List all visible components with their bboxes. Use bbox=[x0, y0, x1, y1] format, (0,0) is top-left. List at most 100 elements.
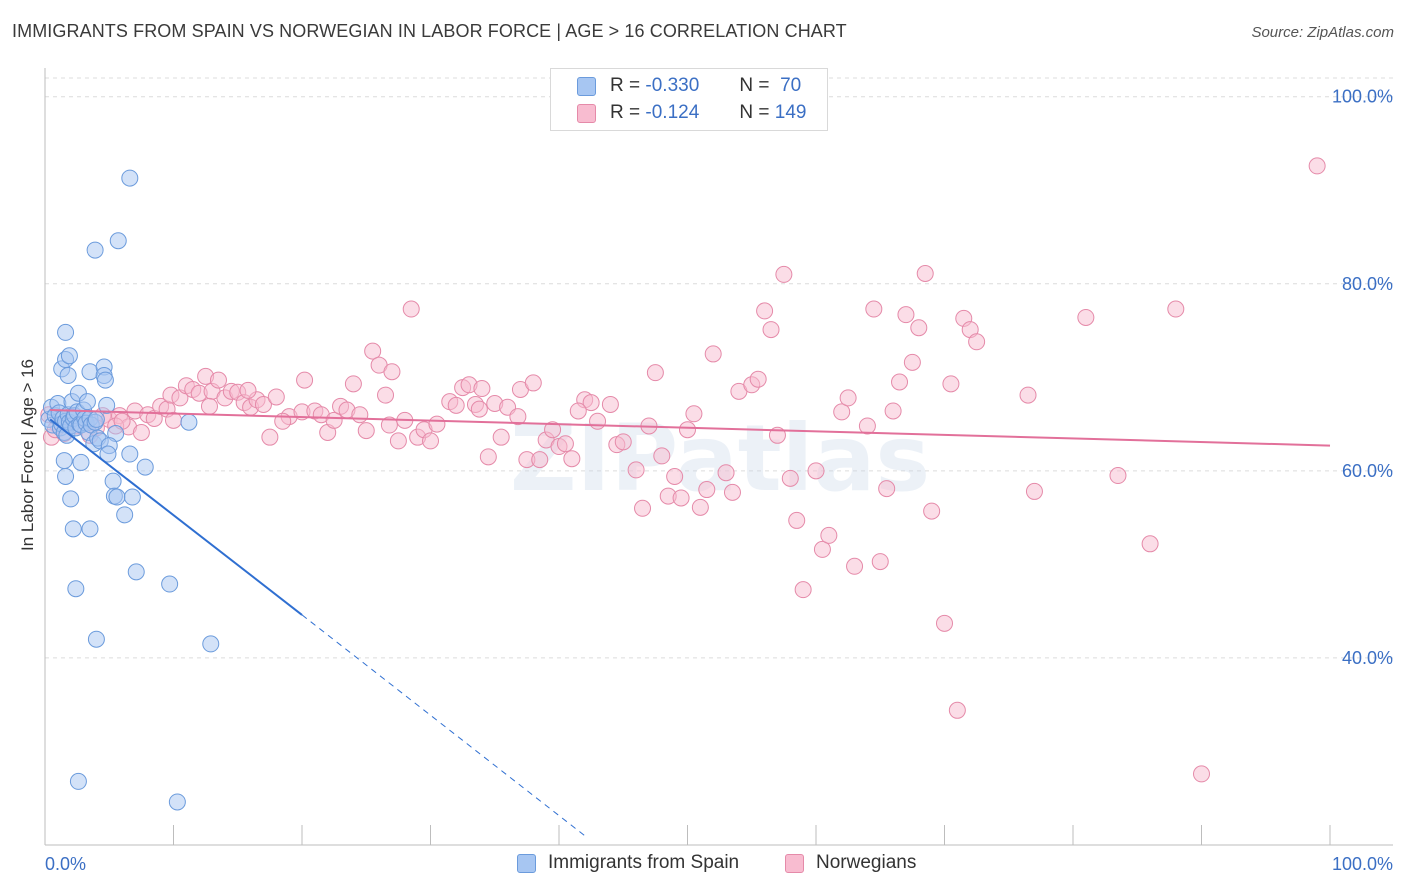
data-point bbox=[470, 400, 488, 418]
data-point bbox=[239, 381, 257, 399]
data-point bbox=[531, 451, 549, 469]
legend-swatch-norwegians bbox=[577, 103, 596, 123]
data-point bbox=[672, 489, 690, 507]
data-point bbox=[62, 490, 80, 508]
legend-swatch-norwegians bbox=[785, 853, 804, 873]
data-point bbox=[936, 614, 953, 632]
data-point bbox=[601, 395, 619, 413]
data-point bbox=[98, 396, 116, 414]
data-point bbox=[96, 371, 114, 389]
data-point bbox=[81, 363, 99, 381]
data-point bbox=[180, 413, 198, 431]
legend-n-label: N = bbox=[739, 102, 770, 123]
data-point bbox=[509, 408, 527, 426]
data-point bbox=[666, 467, 684, 485]
data-point bbox=[132, 424, 150, 442]
data-point bbox=[794, 581, 812, 599]
data-point bbox=[59, 366, 77, 384]
data-point bbox=[67, 580, 85, 598]
data-point bbox=[87, 410, 105, 428]
data-point bbox=[296, 371, 314, 389]
tick-labels: 40.0% 60.0% 80.0% 100.0% 0.0% 100.0% bbox=[45, 87, 1393, 874]
data-point bbox=[634, 499, 652, 517]
data-point bbox=[910, 319, 928, 337]
legend-r-value: -0.124 bbox=[645, 102, 700, 123]
data-point bbox=[691, 498, 709, 516]
chart-source: Source: ZipAtlas.com bbox=[1251, 24, 1394, 41]
data-point bbox=[820, 526, 838, 544]
data-point bbox=[202, 635, 220, 653]
data-point bbox=[948, 701, 966, 719]
legend-n-value: 149 bbox=[774, 102, 807, 123]
data-point bbox=[121, 169, 139, 187]
data-point bbox=[653, 447, 671, 465]
data-point bbox=[846, 557, 864, 575]
y-tick-label: 60.0% bbox=[1342, 461, 1393, 481]
data-point bbox=[582, 394, 600, 412]
data-point bbox=[807, 462, 825, 480]
data-point bbox=[209, 371, 227, 389]
trend-lines bbox=[49, 409, 1331, 837]
data-point bbox=[57, 467, 75, 485]
legend-swatch-spain bbox=[517, 853, 536, 873]
legend-r-label: R = bbox=[610, 75, 641, 96]
data-point bbox=[55, 452, 73, 470]
data-point bbox=[123, 488, 141, 506]
data-point bbox=[428, 415, 446, 433]
data-point bbox=[99, 445, 117, 463]
legend-item-spain[interactable]: Immigrants from Spain bbox=[517, 852, 739, 874]
data-point bbox=[916, 264, 934, 282]
data-point bbox=[1077, 308, 1095, 326]
legend-item-norwegians[interactable]: Norwegians bbox=[785, 852, 916, 874]
data-point bbox=[364, 342, 382, 360]
trend-line-norwegians bbox=[50, 409, 1331, 447]
data-point bbox=[679, 421, 696, 439]
data-point bbox=[81, 520, 99, 538]
data-point bbox=[544, 421, 562, 439]
data-point bbox=[64, 520, 82, 538]
data-point bbox=[447, 396, 465, 414]
data-point bbox=[479, 448, 497, 466]
data-point bbox=[1193, 765, 1210, 783]
data-point bbox=[136, 458, 154, 476]
axes bbox=[44, 68, 1393, 846]
data-point bbox=[833, 403, 851, 421]
data-point bbox=[756, 302, 774, 320]
data-point bbox=[563, 450, 581, 468]
legend-r-label: R = bbox=[610, 102, 641, 123]
data-point bbox=[942, 375, 960, 393]
chart-title: IMMIGRANTS FROM SPAIN VS NORWEGIAN IN LA… bbox=[12, 21, 847, 41]
legend-row-spain: R = -0.330 N = 70 bbox=[577, 73, 801, 99]
data-point bbox=[389, 432, 407, 450]
data-point bbox=[161, 575, 179, 593]
y-tick-label: 100.0% bbox=[1332, 87, 1393, 107]
data-point bbox=[524, 374, 542, 392]
data-point bbox=[839, 389, 857, 407]
data-point bbox=[86, 241, 104, 259]
data-point bbox=[723, 483, 741, 501]
data-point bbox=[377, 386, 395, 404]
data-point bbox=[1141, 535, 1159, 553]
stats-legend: R = -0.330 N = 70 R = -0.124 N = 149 bbox=[550, 68, 828, 131]
data-point bbox=[923, 502, 941, 520]
data-point bbox=[168, 793, 186, 811]
data-point bbox=[704, 345, 722, 363]
trend-line-spain-extrapolated bbox=[301, 614, 586, 837]
data-point bbox=[57, 323, 75, 341]
y-tick-label: 80.0% bbox=[1342, 274, 1393, 294]
data-point bbox=[1025, 482, 1043, 500]
data-point bbox=[781, 469, 799, 487]
legend-label-spain: Immigrants from Spain bbox=[548, 852, 740, 873]
data-point bbox=[775, 265, 793, 283]
data-point bbox=[556, 435, 574, 453]
data-point bbox=[422, 432, 439, 450]
data-point bbox=[685, 405, 703, 423]
data-point bbox=[871, 553, 889, 571]
data-point bbox=[614, 433, 632, 451]
data-point bbox=[108, 488, 126, 506]
data-point bbox=[891, 373, 909, 391]
data-point bbox=[261, 428, 279, 446]
data-point bbox=[1019, 386, 1037, 404]
data-point bbox=[749, 370, 767, 388]
